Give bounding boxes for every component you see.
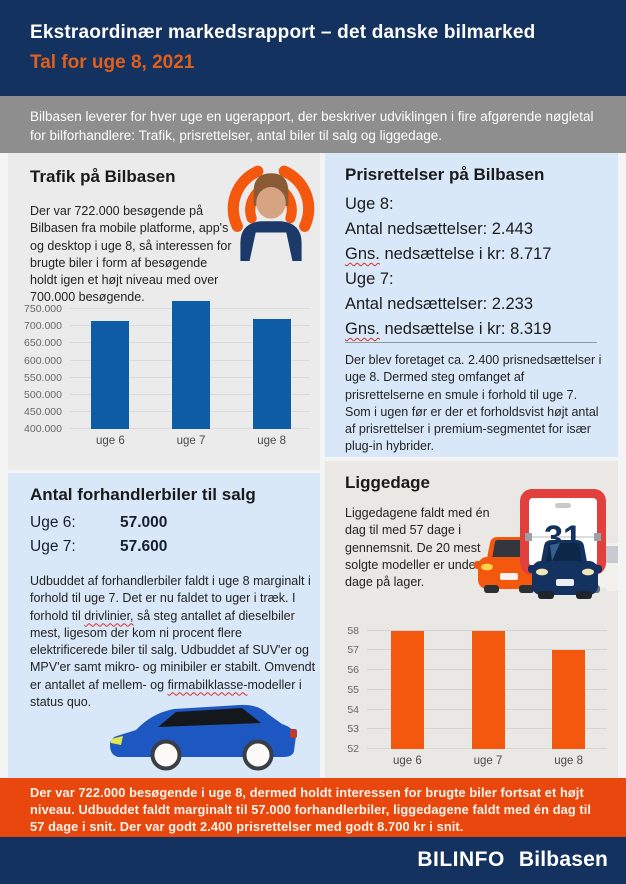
chart-ytick-label: 550.000	[24, 371, 62, 384]
chart-ytick-label: 750.000	[24, 303, 62, 316]
traffic-bar-chart: 400.000 450.000 500.000 550.000 600.000 650.0…	[20, 299, 312, 451]
chart-ytick-label: 400.000	[24, 423, 62, 435]
divider-line	[345, 342, 597, 343]
summary-banner: Der var 722.000 besøgende i uge 8, derme…	[0, 778, 626, 837]
traffic-section: Trafik på Bilbasen Der var 722.000 besøg…	[8, 153, 320, 470]
summary-text: Der var 722.000 besøgende i uge 8, derme…	[30, 785, 592, 835]
chart-bar-uge-6	[91, 321, 130, 429]
chart-ytick-label: 53	[347, 723, 359, 736]
traffic-section-title: Trafik på Bilbasen	[30, 167, 176, 186]
chart-ytick-label: 600.000	[24, 354, 62, 367]
chart-ytick-label: 700.000	[24, 320, 62, 333]
chart-ytick-label: 52	[347, 743, 359, 755]
chart-ytick-label: 57	[347, 644, 359, 657]
bilbasen-logo: Bilbasen	[518, 848, 608, 871]
price-stat-line: Uge 7:	[345, 270, 394, 288]
chart-xtick-label: uge 8	[257, 435, 287, 447]
blue-car-side-icon	[110, 704, 297, 771]
days-paragraph: Liggedagene faldt med én dag til med 57 …	[345, 506, 498, 589]
person-laptop-wifi-icon	[227, 165, 315, 261]
dealer-row-uge7: Uge 7: 57.600	[30, 538, 167, 556]
dealer-section-title: Antal forhandlerbiler til salg	[30, 485, 256, 504]
navy-car-front-icon	[528, 540, 602, 599]
price-stat-line: Uge 8:	[345, 195, 394, 213]
price-stat-line: Antal nedsættelser: 2.233	[345, 295, 534, 313]
row-label: Uge 7:	[30, 538, 76, 555]
bilinfo-logo: BILINFO	[417, 848, 505, 871]
chart-ytick-label: 56	[347, 664, 359, 677]
calendar-cars-icon-group: 31	[474, 489, 618, 599]
price-adjustments-section: Prisrettelser på Bilbasen Uge 8: Antal ne…	[325, 153, 618, 457]
price-section-title: Prisrettelser på Bilbasen	[345, 165, 545, 184]
chart-ytick-label: 650.000	[24, 337, 62, 350]
chart-bar-uge-8	[252, 318, 291, 429]
row-label: Uge 6:	[30, 514, 76, 531]
intro-text: Bilbasen leverer for hver uge en ugerapp…	[30, 109, 594, 144]
chart-ytick-label: 500.000	[24, 388, 62, 401]
page-title: Ekstraordinær markedsrapport – det dansk…	[30, 22, 536, 43]
price-stat-line: Gns. nedsættelse i kr: 8.319	[345, 320, 552, 338]
chart-bar-uge-8	[552, 650, 586, 749]
chart-xtick-label: uge 6	[392, 755, 422, 767]
chart-bar-uge-7	[172, 300, 210, 429]
chart-xtick-label: uge 6	[95, 435, 125, 447]
days-on-lot-bar-chart: 52 53 54 55 56 57 58 uge 6 uge 7 uge 8	[339, 615, 609, 771]
chart-xtick-label: uge 7	[176, 435, 206, 447]
chart-xtick-label: uge 7	[473, 755, 503, 767]
chart-gridline	[367, 629, 607, 631]
dealer-cars-section: Antal forhandlerbiler til salg Uge 6: 57…	[8, 473, 320, 778]
chart-bar-uge-6	[390, 630, 424, 749]
chart-bar-uge-7	[471, 630, 505, 749]
chart-ytick-label: 55	[347, 683, 359, 696]
days-on-lot-section: Liggedage Liggedagene faldt med én dag t…	[325, 461, 618, 778]
price-stats-list: Uge 8: Antal nedsættelser: 2.443 Gns. neds…	[345, 192, 551, 342]
days-section-title: Liggedage	[345, 473, 431, 492]
chart-xtick-label: uge 8	[554, 755, 584, 767]
dealer-paragraph: Udbuddet af forhandlerbiler faldt i uge …	[30, 574, 316, 709]
brand-logos: BILINFO Bilbasen	[417, 848, 608, 872]
report-header: Ekstraordinær markedsrapport – det dansk…	[0, 0, 626, 96]
chart-ytick-label: 450.000	[24, 405, 62, 418]
price-paragraph: Der blev foretaget ca. 2.400 prisnedsætt…	[345, 353, 602, 454]
chart-ytick-label: 58	[347, 624, 359, 637]
price-stat-line: Gns. nedsættelse i kr: 8.717	[345, 245, 552, 263]
chart-ytick-label: 54	[347, 703, 359, 716]
page-subtitle: Tal for uge 8, 2021	[30, 52, 195, 73]
traffic-paragraph: Der var 722.000 besøgende på Bilbasen fr…	[30, 204, 232, 305]
report-footer: BILINFO Bilbasen	[0, 837, 626, 884]
dealer-row-uge6: Uge 6: 57.000	[30, 514, 167, 532]
price-stat-line: Antal nedsættelser: 2.443	[345, 220, 534, 238]
row-value: 57.600	[120, 538, 168, 555]
row-value: 57.000	[120, 514, 168, 531]
intro-bar: Bilbasen leverer for hver uge en ugerapp…	[0, 96, 626, 153]
